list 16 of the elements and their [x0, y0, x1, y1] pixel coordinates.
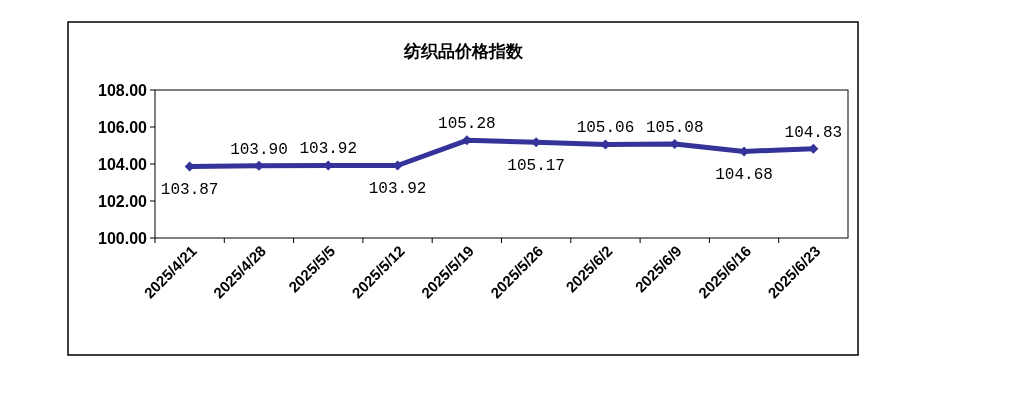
data-label: 105.08	[645, 119, 704, 138]
chart-title: 纺织品价格指数	[402, 41, 524, 61]
y-tick-label: 100.00	[98, 230, 148, 247]
data-label: 103.92	[299, 140, 358, 159]
y-tick-label: 102.00	[98, 193, 148, 210]
data-label: 105.17	[507, 157, 565, 176]
data-label: 105.28	[438, 115, 496, 134]
data-label: 103.92	[368, 180, 427, 199]
data-label: 103.87	[160, 181, 219, 200]
data-label: 104.68	[715, 166, 773, 185]
y-tick-label: 104.00	[98, 156, 148, 173]
data-label: 105.06	[576, 119, 635, 138]
y-tick-label: 108.00	[98, 82, 148, 99]
data-label: 103.90	[230, 140, 288, 159]
y-tick-label: 106.00	[98, 119, 148, 136]
data-label: 104.83	[784, 123, 843, 142]
